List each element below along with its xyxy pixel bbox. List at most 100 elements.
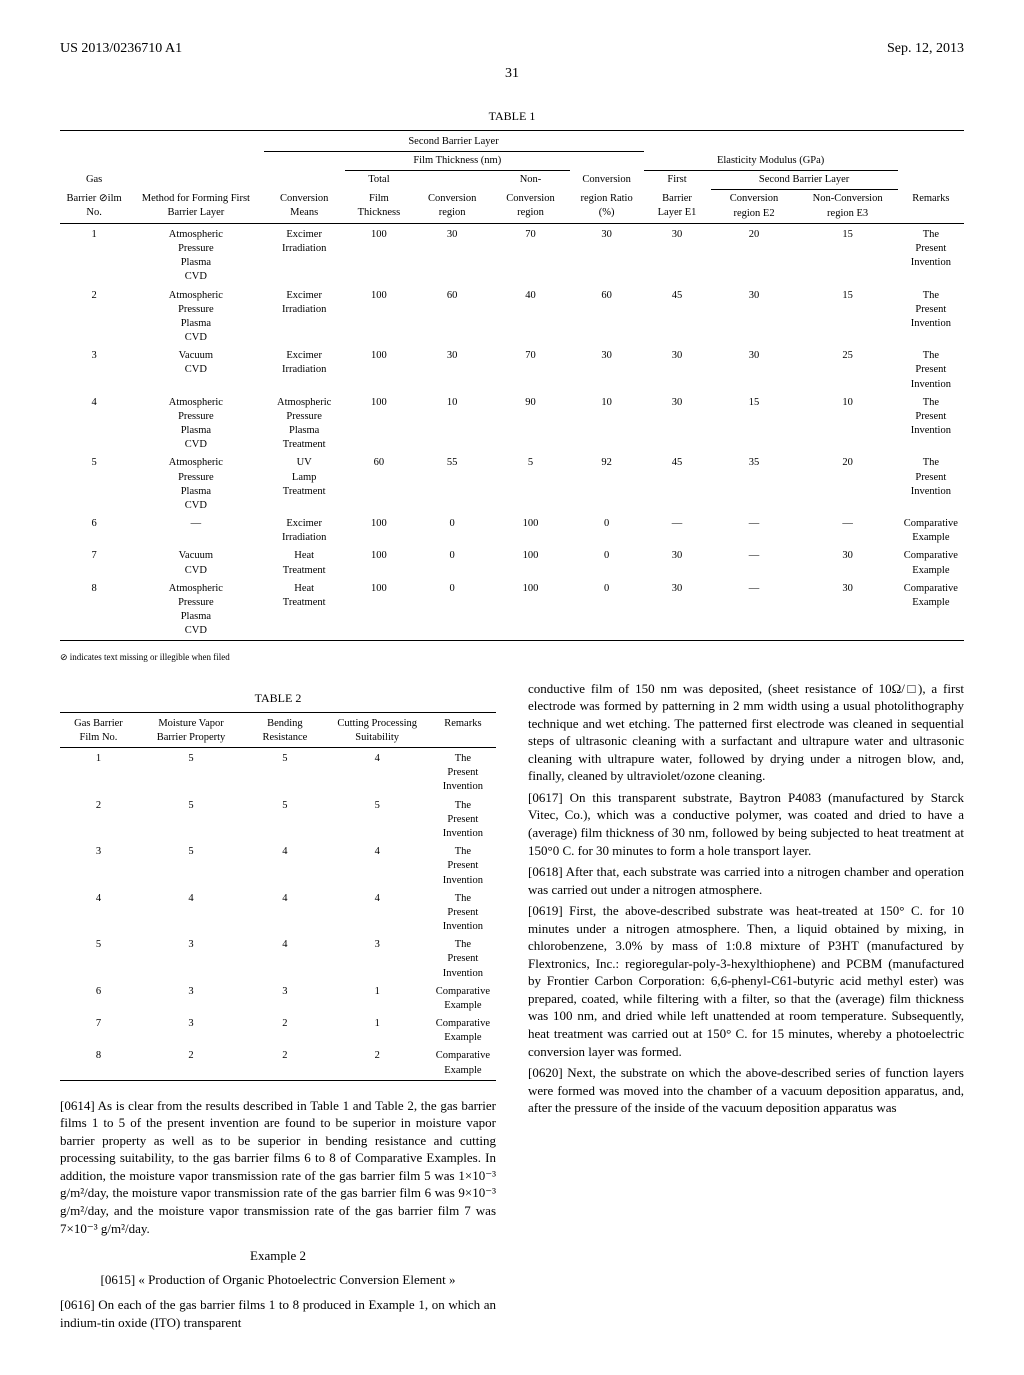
table-cell: 1	[60, 226, 128, 287]
table-cell: ComparativeExample	[430, 1015, 496, 1047]
table-cell: ThePresentInvention	[430, 750, 496, 797]
table-cell: ThePresentInvention	[430, 890, 496, 937]
table-cell: ThePresentInvention	[430, 936, 496, 983]
t2-h-4: Remarks	[430, 715, 496, 748]
table-cell: 30	[644, 394, 711, 455]
table-cell: 5	[325, 797, 430, 844]
table-cell: 30	[413, 226, 491, 287]
table-cell: 30	[570, 347, 644, 394]
table-cell: 4	[245, 890, 324, 937]
table-cell: ExcimerIrradiation	[264, 515, 345, 547]
table-cell: 5	[60, 936, 137, 983]
t2-h-0: Gas Barrier Film No.	[60, 715, 137, 748]
table-cell: 5	[137, 843, 245, 890]
table-cell: 30	[644, 226, 711, 287]
table-cell: 0	[570, 547, 644, 579]
table-cell: 1	[325, 1015, 430, 1047]
table-cell: 7	[60, 1015, 137, 1047]
table-cell: 0	[570, 515, 644, 547]
table-cell: 3	[60, 843, 137, 890]
t1-ht-0: Gas	[60, 171, 128, 190]
table-cell: 10	[570, 394, 644, 455]
t1-hb-6: region Ratio (%)	[570, 190, 644, 223]
pub-date: Sep. 12, 2013	[887, 40, 964, 59]
table-cell: 60	[413, 287, 491, 348]
table-cell: 25	[798, 347, 898, 394]
table-cell: 100	[491, 515, 569, 547]
table-cell: ThePresentInvention	[898, 347, 964, 394]
table-cell: 30	[644, 547, 711, 579]
table-row: 6—ExcimerIrradiation10001000———Comparati…	[60, 515, 964, 547]
table-cell: ComparativeExample	[898, 547, 964, 579]
table-cell: 5	[137, 750, 245, 797]
table-row: 7321ComparativeExample	[60, 1015, 496, 1047]
table-cell: AtmosphericPressurePlasmaCVD	[128, 226, 263, 287]
table-cell: 15	[711, 394, 798, 455]
table-cell: 2	[325, 1047, 430, 1080]
table1-footnote: ⊘ indicates text missing or illegible wh…	[60, 651, 964, 663]
table-cell: 100	[491, 547, 569, 579]
table-cell: ThePresentInvention	[898, 394, 964, 455]
table-cell: ThePresentInvention	[898, 287, 964, 348]
t1-ht-2	[264, 171, 345, 190]
table-cell: 30	[798, 580, 898, 641]
table-cell: 4	[245, 936, 324, 983]
table-cell: 4	[60, 890, 137, 937]
table-cell: 20	[798, 454, 898, 515]
table-cell: 5	[137, 797, 245, 844]
table-row: 5AtmosphericPressurePlasmaCVDUVLampTreat…	[60, 454, 964, 515]
t1-grp-film-thickness: Film Thickness (nm)	[345, 152, 570, 171]
table-cell: ThePresentInvention	[430, 797, 496, 844]
t1-ht-1	[128, 171, 263, 190]
table-cell: 35	[711, 454, 798, 515]
t2-h-3: Cutting Processing Suitability	[325, 715, 430, 748]
table-cell: 30	[413, 347, 491, 394]
table-cell: 4	[245, 843, 324, 890]
table-row: 4AtmosphericPressurePlasmaCVDAtmospheric…	[60, 394, 964, 455]
table-cell: 5	[245, 750, 324, 797]
table-cell: 45	[644, 287, 711, 348]
t1-hb-3: Film Thickness	[345, 190, 413, 223]
t1-grp-elasticity: Elasticity Modulus (GPa)	[644, 152, 898, 171]
table-row: 5343ThePresentInvention	[60, 936, 496, 983]
table-cell: 3	[245, 983, 324, 1015]
table-cell: ThePresentInvention	[430, 843, 496, 890]
table-cell: 5	[60, 454, 128, 515]
t2-h-1: Moisture Vapor Barrier Property	[137, 715, 245, 748]
para-0616: [0616] On each of the gas barrier films …	[60, 1296, 496, 1331]
table-cell: 2	[60, 797, 137, 844]
t1-hb-10: Remarks	[898, 190, 964, 223]
table-cell: 100	[345, 547, 413, 579]
t1-ht-6: Conversion	[570, 171, 644, 190]
table-cell: 30	[644, 580, 711, 641]
t2-h-2: Bending Resistance	[245, 715, 324, 748]
table-cell: 100	[345, 515, 413, 547]
pub-number: US 2013/0236710 A1	[60, 40, 182, 59]
para-0615: [0615] « Production of Organic Photoelec…	[60, 1271, 496, 1289]
table-cell: 100	[345, 226, 413, 287]
t1-hb-1: Method for Forming First Barrier Layer	[128, 190, 263, 223]
table-cell: 70	[491, 347, 569, 394]
table-cell: 4	[325, 750, 430, 797]
table-cell: 1	[325, 983, 430, 1015]
table-row: 8222ComparativeExample	[60, 1047, 496, 1080]
table-cell: 3	[60, 347, 128, 394]
table-cell: 30	[570, 226, 644, 287]
table-cell: 3	[137, 983, 245, 1015]
table-cell: 0	[413, 547, 491, 579]
table-cell: ComparativeExample	[898, 515, 964, 547]
table-row: 3VacuumCVDExcimerIrradiation100307030303…	[60, 347, 964, 394]
para-0619: [0619] First, the above-described substr…	[528, 902, 964, 1060]
table1-caption: TABLE 1	[60, 108, 964, 124]
table-cell: 2	[245, 1047, 324, 1080]
table-cell: ThePresentInvention	[898, 226, 964, 287]
table-cell: VacuumCVD	[128, 347, 263, 394]
table2: Gas Barrier Film No. Moisture Vapor Barr…	[60, 712, 496, 1083]
table-cell: —	[798, 515, 898, 547]
table-row: 4444ThePresentInvention	[60, 890, 496, 937]
table-cell: —	[711, 547, 798, 579]
table-cell: 90	[491, 394, 569, 455]
table-row: 1AtmosphericPressurePlasmaCVDExcimerIrra…	[60, 226, 964, 287]
table-cell: 30	[711, 287, 798, 348]
table-cell: 0	[413, 580, 491, 641]
